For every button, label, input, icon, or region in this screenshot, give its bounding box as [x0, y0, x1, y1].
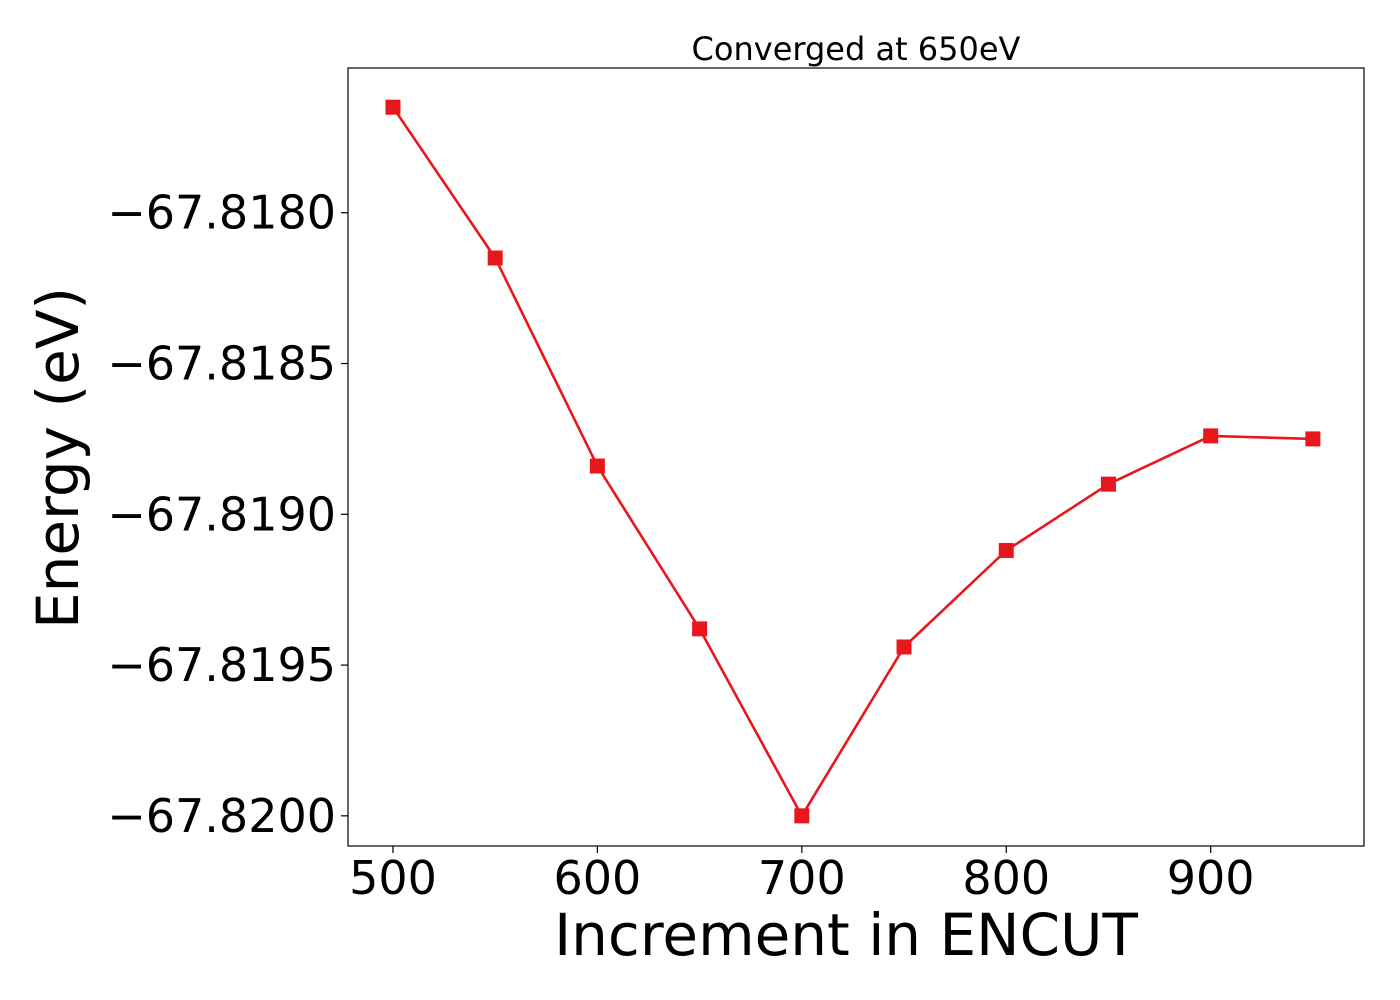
plot-area: [385, 99, 1321, 824]
data-point: [1203, 428, 1219, 444]
data-point: [487, 250, 503, 266]
data-point: [896, 639, 912, 655]
series-line: [391, 106, 1313, 819]
data-point: [794, 808, 810, 824]
y-axis-label: Energy (eV): [24, 287, 92, 629]
y-tick-label: −67.8195: [107, 638, 336, 692]
y-tick-label: −67.8185: [107, 337, 336, 391]
y-tick-label: −67.8190: [107, 487, 336, 541]
y-axis: −67.8180 −67.8185 −67.8190 −67.8195 −67.8200: [107, 186, 348, 843]
axes-frame: [347, 67, 1365, 847]
data-point: [998, 542, 1014, 558]
y-tick-label: −67.8200: [107, 789, 336, 843]
data-point: [692, 621, 708, 637]
x-tick-label: 500: [349, 851, 437, 905]
x-tick-label: 700: [758, 851, 846, 905]
x-tick-label: 600: [553, 851, 641, 905]
data-point: [589, 458, 605, 474]
data-point: [1305, 431, 1321, 447]
data-point: [385, 99, 401, 115]
x-axis-label: Increment in ENCUT: [554, 901, 1138, 969]
data-point: [1100, 476, 1116, 492]
chart-title: Converged at 650eV: [692, 30, 1021, 68]
x-axis: 500 600 700 800 900: [349, 846, 1255, 905]
x-tick-label: 900: [1167, 851, 1255, 905]
y-tick-label: −67.8180: [107, 186, 336, 240]
x-tick-label: 800: [962, 851, 1050, 905]
